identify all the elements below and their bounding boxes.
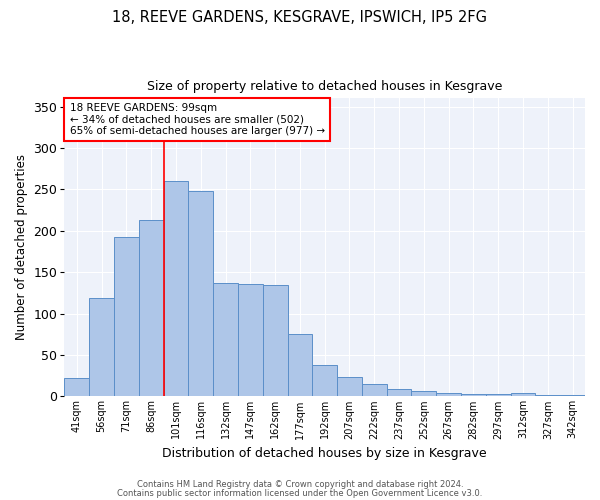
Bar: [362, 384, 386, 396]
Bar: [486, 394, 511, 396]
Bar: [287, 334, 312, 396]
Bar: [436, 393, 461, 396]
Text: 18, REEVE GARDENS, KESGRAVE, IPSWICH, IP5 2FG: 18, REEVE GARDENS, KESGRAVE, IPSWICH, IP…: [113, 10, 487, 25]
Bar: [89, 298, 114, 396]
Bar: [412, 392, 436, 396]
X-axis label: Distribution of detached houses by size in Kesgrave: Distribution of detached houses by size …: [163, 447, 487, 460]
Bar: [188, 191, 213, 396]
Bar: [535, 394, 560, 396]
Bar: [263, 284, 287, 397]
Bar: [164, 181, 188, 396]
Bar: [461, 394, 486, 396]
Bar: [511, 393, 535, 396]
Bar: [114, 236, 139, 396]
Bar: [560, 394, 585, 396]
Text: Contains public sector information licensed under the Open Government Licence v3: Contains public sector information licen…: [118, 488, 482, 498]
Bar: [213, 283, 238, 397]
Bar: [64, 378, 89, 396]
Text: Contains HM Land Registry data © Crown copyright and database right 2024.: Contains HM Land Registry data © Crown c…: [137, 480, 463, 489]
Y-axis label: Number of detached properties: Number of detached properties: [15, 154, 28, 340]
Bar: [238, 284, 263, 397]
Bar: [386, 389, 412, 396]
Title: Size of property relative to detached houses in Kesgrave: Size of property relative to detached ho…: [147, 80, 502, 93]
Bar: [312, 365, 337, 396]
Bar: [139, 220, 164, 396]
Text: 18 REEVE GARDENS: 99sqm
← 34% of detached houses are smaller (502)
65% of semi-d: 18 REEVE GARDENS: 99sqm ← 34% of detache…: [70, 103, 325, 136]
Bar: [337, 376, 362, 396]
